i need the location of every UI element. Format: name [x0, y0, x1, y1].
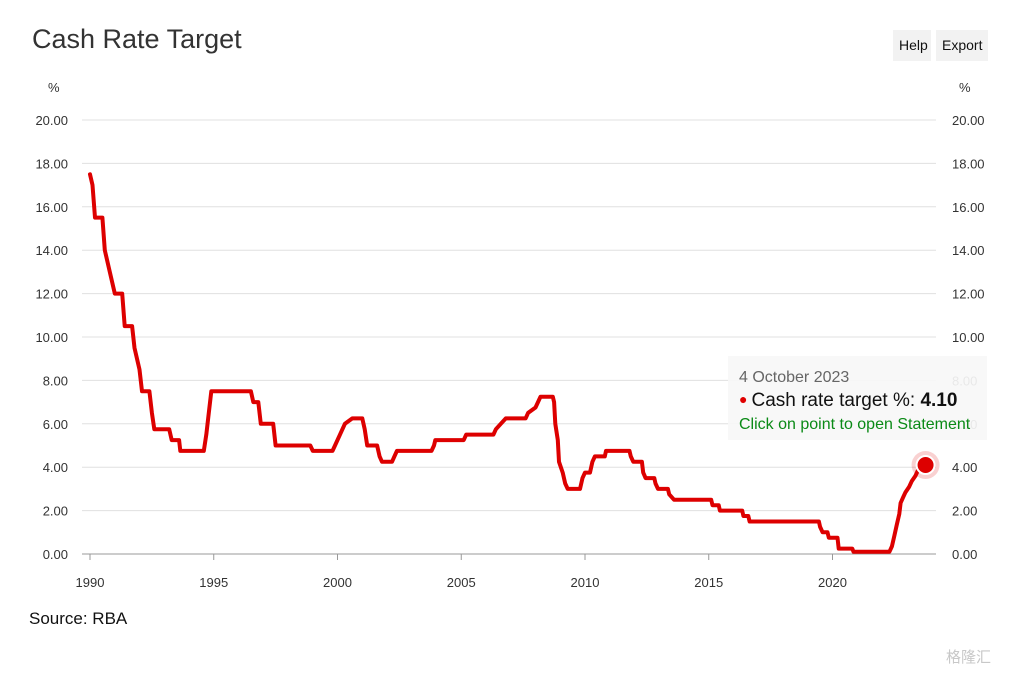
x-axis: 1990 1995 2000 2005 2010 2015 2020	[76, 553, 936, 590]
watermark-logo: 格隆汇	[946, 649, 992, 666]
y-axis-right: 0.002.004.006.008.0010.0012.0014.0016.00…	[952, 113, 985, 562]
tooltip-date: 4 October 2023	[739, 369, 850, 386]
y-tick-label-left: 10.00	[35, 330, 68, 345]
y-tick-label-right: 14.00	[952, 243, 985, 258]
x-tick-label: 1995	[199, 575, 228, 590]
export-button[interactable]: Export	[936, 30, 988, 61]
y-tick-label-right: 0.00	[952, 547, 977, 562]
highlight-marker-group	[911, 451, 940, 480]
gridlines	[82, 119, 936, 512]
y-tick-label-right: 10.00	[952, 330, 985, 345]
y-tick-label-left: 2.00	[43, 504, 68, 519]
tooltip-value-row: ● Cash rate target %: 4.10	[739, 390, 957, 412]
x-tick-label: 2005	[447, 575, 476, 590]
y-tick-label-right: 18.00	[952, 156, 985, 171]
tooltip-series-label: Cash rate target %:	[751, 390, 916, 411]
cash-rate-series-line[interactable]	[88, 172, 928, 554]
y-tick-label-left: 4.00	[43, 460, 68, 475]
x-tick-label: 1990	[76, 575, 105, 590]
tooltip: 4 October 2023 ● Cash rate target %: 4.10…	[728, 356, 987, 440]
series-dot-icon: ●	[739, 391, 748, 407]
y-tick-label-left: 0.00	[43, 547, 68, 562]
x-tick-label: 2020	[818, 575, 847, 590]
tooltip-value: 4.10	[920, 390, 958, 411]
highlight-point[interactable]	[915, 455, 936, 476]
y-tick-label-left: 16.00	[35, 200, 68, 215]
y-axis-unit-left: %	[48, 80, 60, 95]
help-button[interactable]: Help	[893, 30, 931, 61]
y-axis-left: 0.00 2.00 4.00 6.00 8.00 10.00 12.00 14.00 16.00…	[35, 113, 68, 562]
y-tick-label-left: 12.00	[35, 287, 68, 302]
x-tick-label: 2000	[323, 575, 352, 590]
y-tick-label-left: 8.00	[43, 373, 68, 388]
y-tick-label-left: 20.00	[35, 113, 68, 128]
y-tick-label-right: 4.00	[952, 460, 977, 475]
y-axis-unit-right: %	[959, 80, 971, 95]
y-tick-label-left: 6.00	[43, 417, 68, 432]
y-tick-label-right: 16.00	[952, 200, 985, 215]
x-tick-label: 2010	[571, 575, 600, 590]
open-statement-link[interactable]: Click on point to open Statement	[739, 416, 971, 433]
source-note: Source: RBA	[29, 609, 128, 628]
y-tick-label-left: 18.00	[35, 156, 68, 171]
chart-title: Cash Rate Target	[32, 24, 242, 54]
series-group	[88, 172, 928, 554]
x-tick-label: 2015	[694, 575, 723, 590]
y-tick-label-right: 20.00	[952, 113, 985, 128]
y-tick-label-right: 12.00	[952, 287, 985, 302]
y-tick-label-left: 14.00	[35, 243, 68, 258]
y-tick-label-right: 2.00	[952, 504, 977, 519]
